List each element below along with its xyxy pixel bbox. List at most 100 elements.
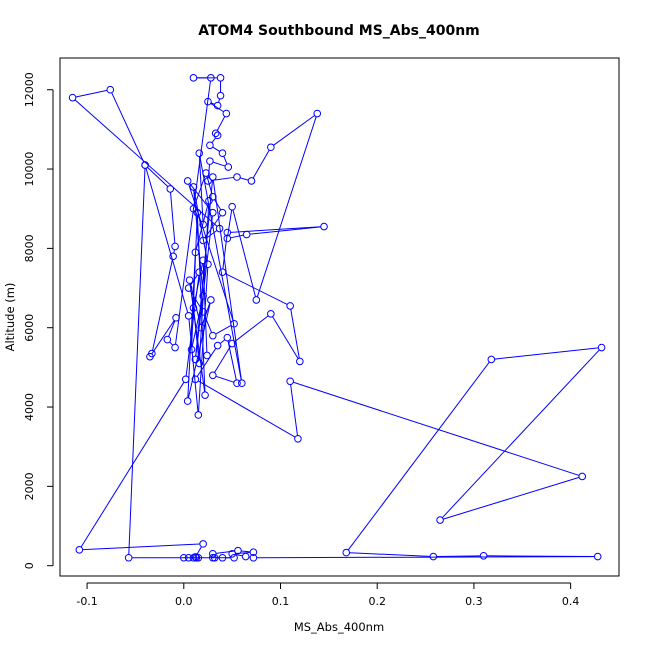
data-point [320,222,328,231]
data-point [218,268,227,276]
series-line-segment [202,263,208,353]
data-point [201,391,209,399]
series-line-segment [235,551,251,555]
data-point [342,548,351,557]
data-point [172,313,180,322]
data-point [191,553,200,561]
data-point [228,339,236,348]
series-line-segment [198,380,296,438]
series-line-segment [187,255,196,398]
data-point [199,292,207,300]
data-point [209,193,217,201]
data-point [213,341,222,350]
series-line-segment [189,290,202,310]
data-point [211,129,220,138]
data-point [183,397,192,405]
series-line-segment [169,341,174,346]
y-tick-label: 2000 [23,472,36,500]
data-point [183,177,192,185]
series-line-segment [212,180,242,381]
data-point [233,173,241,181]
data-point [189,74,198,82]
series-line-segment [241,550,251,553]
series-line-segment [230,234,244,239]
data-point [209,173,217,181]
series-line-segment [173,249,175,254]
data-point [124,553,133,562]
data-point [184,312,193,320]
data-point [199,220,207,229]
data-point [199,540,207,548]
data-point [184,284,193,292]
y-tick-label: 12000 [23,72,36,107]
series-line-segment [235,553,243,557]
data-point [179,553,188,562]
series-line-segment [193,190,208,262]
series-line-segment [195,203,209,250]
data-point [193,208,202,217]
data-point [209,371,217,380]
x-tick-label: 0.1 [272,595,290,608]
series-line-segment [204,215,222,239]
series-line-segment [494,347,599,360]
data-point [195,149,204,157]
series-line-segment [212,161,226,167]
series-line-segment [193,263,203,305]
data-point [228,202,236,211]
y-axis: 0 2000 4000 6000 8000 10000 12000 [23,72,54,569]
data-point [218,149,227,157]
data-point [192,553,201,562]
data-point [209,549,217,558]
data-point [166,185,175,193]
series-line-group [74,77,600,559]
data-point [197,323,206,332]
data-point [223,228,232,237]
data-point [209,331,217,340]
data-point [429,552,438,561]
data-point [204,177,212,185]
data-point [216,91,225,100]
data-point [213,101,222,110]
series-line-segment [145,168,189,313]
data-point [267,143,275,152]
data-point [230,319,238,328]
data-point [241,552,250,561]
data-point [187,345,196,354]
series-line-segment [293,381,580,476]
series-line-segment [256,116,317,297]
data-point [141,161,149,169]
series-line-segment [443,476,580,520]
series-line-segment [193,311,200,361]
data-point [216,74,225,82]
data-point [181,375,190,384]
data-point [189,204,198,213]
data-point [204,97,212,106]
y-tick-label: 4000 [23,393,36,421]
series-line-segment [436,555,481,558]
series-line-segment [75,89,108,98]
series-line-segment [216,550,235,554]
data-point [218,553,227,562]
series-line-segment [225,273,288,305]
series-line-segment [206,176,213,194]
data-point [191,355,200,364]
series-line-segment [215,375,235,383]
series-line-segment [191,299,203,347]
data-point [68,93,77,102]
data-point [189,304,198,312]
series-line-segment [215,324,232,335]
series-line-segment [214,199,222,211]
series-line-segment [290,309,300,359]
series-line-segment [187,303,211,398]
data-point [218,208,227,217]
series-line-segment [147,166,169,187]
data-point [215,224,224,233]
data-point [313,109,322,118]
data-point [210,553,219,562]
series-line-segment [273,115,315,146]
x-tick-label: 0.0 [175,595,193,608]
data-point [286,302,294,310]
data-point [224,163,233,171]
data-point [234,546,242,555]
